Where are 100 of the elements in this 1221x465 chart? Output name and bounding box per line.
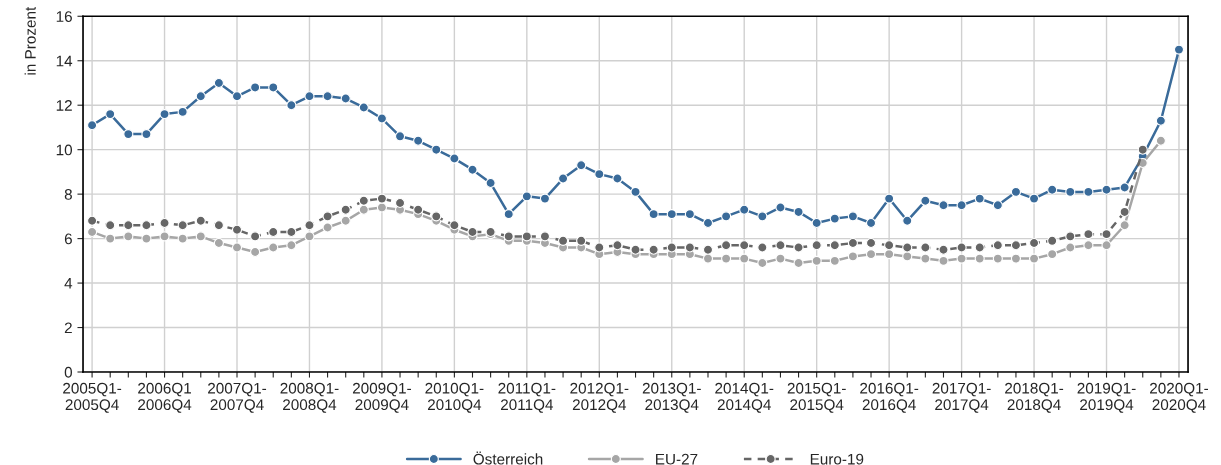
point — [884, 240, 895, 251]
point — [376, 193, 387, 204]
point — [1101, 240, 1112, 251]
point — [87, 215, 98, 226]
point — [847, 237, 858, 249]
point — [648, 244, 659, 255]
point — [1028, 237, 1040, 249]
point — [847, 251, 858, 262]
point — [865, 237, 877, 249]
point — [449, 220, 460, 231]
point — [521, 231, 532, 242]
point — [721, 240, 732, 251]
point — [775, 253, 786, 264]
y-tick-label: 12 — [56, 100, 72, 111]
point — [702, 244, 714, 255]
point — [1137, 144, 1148, 155]
y-tick-label: 4 — [64, 278, 73, 289]
point — [141, 220, 152, 231]
point — [539, 231, 551, 242]
point — [1010, 253, 1022, 264]
point — [376, 202, 387, 213]
point — [1119, 220, 1130, 231]
point — [829, 240, 840, 251]
point — [231, 224, 243, 235]
legend-label: EU-27 — [656, 453, 698, 465]
point — [394, 197, 406, 209]
x-tick-label: 2007Q1- 2007Q4 — [208, 382, 267, 413]
point — [1083, 240, 1094, 251]
point — [811, 255, 822, 266]
x-tick-label: 2015Q1- 2015Q4 — [787, 382, 846, 413]
x-tick-label: 2009Q1- 2009Q4 — [352, 382, 411, 413]
point — [322, 211, 333, 222]
legend-label: Euro-19 — [810, 453, 864, 465]
x-tick-label: 2020Q1- 2020Q4 — [1150, 382, 1209, 413]
point — [920, 242, 931, 253]
x-tick-label: 2011Q1- 2011Q4 — [498, 382, 556, 413]
point — [920, 253, 931, 264]
point — [956, 242, 967, 253]
point — [956, 253, 967, 264]
point — [902, 242, 913, 253]
y-tick-label: 0 — [64, 366, 73, 378]
point — [250, 231, 261, 242]
point — [811, 240, 822, 251]
point — [304, 231, 315, 242]
x-tick-label: 2006Q1 2006Q4 — [138, 382, 192, 413]
y-tick-label: 8 — [64, 189, 72, 200]
point — [1101, 229, 1112, 240]
point — [159, 217, 170, 229]
x-tick-label: 2017Q1- 2017Q4 — [932, 382, 991, 413]
point — [503, 231, 514, 242]
point — [757, 242, 768, 253]
point — [340, 215, 351, 226]
y-axis-title: in Prozent — [24, 6, 36, 75]
point — [576, 235, 587, 246]
x-tick-label: 2016Q1- 2016Q4 — [860, 382, 919, 413]
x-tick-label: 2005Q1- 2005Q4 — [63, 382, 122, 413]
point — [105, 220, 116, 231]
point — [992, 253, 1003, 264]
point — [1028, 253, 1040, 264]
point — [231, 242, 243, 253]
y-tick-label: 2 — [64, 322, 72, 334]
point — [177, 220, 188, 231]
point — [1010, 240, 1022, 251]
point — [902, 251, 913, 262]
point — [974, 242, 985, 253]
point — [1047, 235, 1058, 246]
point — [775, 240, 786, 251]
point — [195, 215, 206, 226]
point — [938, 244, 949, 255]
point — [268, 242, 279, 253]
point — [304, 220, 315, 231]
point — [159, 231, 170, 242]
x-tick-label: 2008Q1- 2008Q4 — [280, 382, 339, 413]
point — [721, 253, 732, 264]
point — [612, 240, 623, 251]
point — [340, 204, 351, 215]
point — [123, 220, 134, 231]
point — [213, 220, 224, 231]
point — [1065, 242, 1076, 253]
point — [195, 231, 206, 242]
point — [558, 235, 569, 246]
point — [123, 231, 134, 242]
point — [793, 242, 804, 253]
point — [1065, 231, 1076, 242]
point — [177, 233, 188, 244]
point — [105, 233, 116, 244]
y-tick-label: 14 — [56, 55, 73, 67]
point — [141, 233, 152, 244]
point — [358, 195, 369, 206]
point — [992, 240, 1003, 251]
x-tick-label: 2018Q1- 2018Q4 — [1005, 382, 1064, 413]
x-tick-label: 2013Q1- 2013Q4 — [642, 382, 701, 413]
y-tick-label: 16 — [56, 11, 72, 22]
point — [87, 226, 98, 238]
x-tick-label: 2012Q1- 2012Q4 — [570, 382, 629, 413]
point — [594, 242, 605, 253]
point — [413, 204, 424, 215]
y-tick-label: 10 — [56, 144, 73, 156]
point — [684, 242, 695, 253]
point — [739, 240, 750, 251]
